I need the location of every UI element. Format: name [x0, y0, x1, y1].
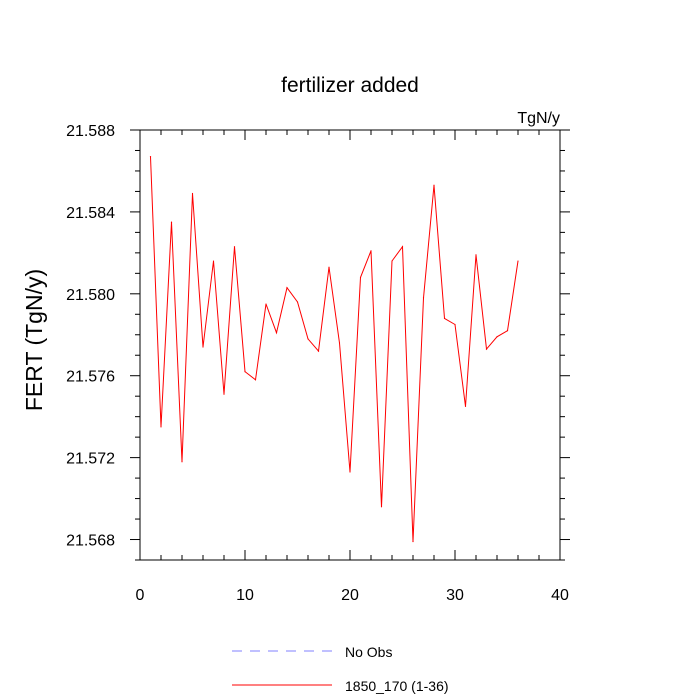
series-line: [150, 156, 519, 542]
data-point: [233, 246, 236, 248]
data-point: [422, 297, 425, 299]
y-axis-label: FERT (TgN/y): [21, 269, 47, 411]
data-point: [275, 332, 278, 334]
x-tick-label: 0: [136, 587, 145, 604]
data-point: [181, 461, 183, 463]
data-point: [317, 350, 320, 352]
data-point: [202, 346, 204, 348]
data-point: [349, 471, 351, 473]
data-point: [328, 266, 330, 268]
data-point: [454, 323, 456, 326]
y-tick-label: 21.568: [66, 533, 115, 550]
data-point: [307, 338, 309, 340]
legend-label: 1850_170 (1-36): [345, 678, 449, 694]
chart-title: fertilizer added: [281, 74, 419, 97]
data-point: [391, 260, 393, 262]
y-tick-label: 21.588: [66, 123, 115, 140]
legend-label: No Obs: [345, 644, 392, 660]
x-tick-label: 40: [551, 587, 569, 604]
y-tick-label: 21.572: [66, 451, 115, 468]
x-tick-label: 30: [446, 587, 464, 604]
data-point: [191, 192, 194, 195]
y-tick-label: 21.580: [66, 287, 115, 304]
data-point: [412, 540, 414, 543]
data-point: [160, 426, 162, 428]
y-tick-label: 21.576: [66, 369, 115, 386]
data-point: [286, 287, 288, 289]
data-point: [370, 250, 372, 252]
data-point: [517, 260, 519, 262]
data-point: [443, 317, 446, 319]
data-point: [244, 371, 246, 373]
x-tick-label: 20: [341, 587, 359, 604]
x-tick-label: 10: [236, 587, 254, 604]
data-point: [170, 221, 173, 223]
data-point: [338, 342, 341, 344]
data-point: [254, 379, 257, 381]
data-point: [359, 276, 362, 279]
data-point: [496, 336, 498, 338]
data-point: [380, 506, 383, 508]
data-point: [506, 330, 509, 332]
data-point: [485, 348, 488, 350]
data-point: [401, 246, 404, 248]
data-point: [212, 260, 215, 262]
data-point: [296, 301, 299, 303]
y-tick-label: 21.584: [66, 205, 115, 222]
data-point: [265, 303, 267, 305]
data-point: [149, 156, 152, 158]
data-point: [464, 405, 467, 408]
units-label: TgN/y: [517, 110, 560, 127]
data-point: [475, 254, 477, 256]
data-point: [433, 184, 435, 186]
data-point: [223, 393, 225, 395]
